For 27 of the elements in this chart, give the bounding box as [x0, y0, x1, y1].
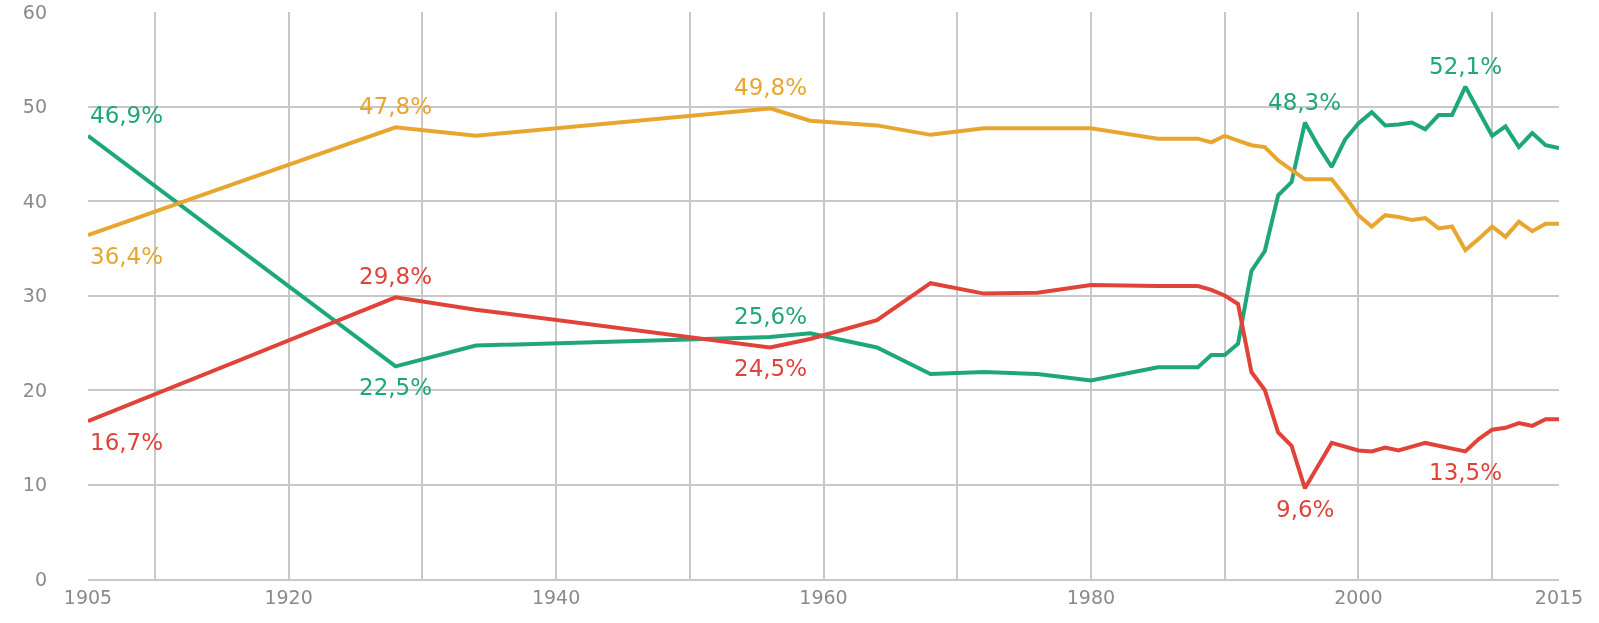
- data-label: 47,8%: [359, 93, 433, 119]
- y-tick-label: 50: [22, 95, 47, 118]
- data-label: 25,6%: [734, 303, 808, 329]
- data-label: 29,8%: [359, 263, 433, 289]
- y-tick-label: 10: [22, 473, 47, 496]
- data-label: 46,9%: [90, 102, 164, 128]
- x-tick-label: 1905: [63, 585, 113, 608]
- y-tick-label: 0: [34, 567, 47, 590]
- data-label: 48,3%: [1268, 89, 1342, 115]
- y-tick-label: 20: [22, 378, 47, 401]
- data-label: 16,7%: [90, 429, 164, 455]
- data-label: 49,8%: [734, 74, 808, 100]
- data-label: 52,1%: [1429, 53, 1503, 79]
- x-tick-label: 1940: [531, 585, 581, 608]
- data-label: 22,5%: [359, 374, 433, 400]
- x-tick-label: 2000: [1334, 585, 1383, 608]
- data-label: 9,6%: [1276, 496, 1335, 522]
- data-label: 13,5%: [1429, 459, 1503, 485]
- x-tick-label: 2015: [1534, 585, 1584, 608]
- x-tick-label: 1980: [1066, 585, 1116, 608]
- y-tick-label: 40: [22, 189, 47, 212]
- x-tick-label: 1920: [264, 585, 313, 608]
- y-tick-label: 60: [22, 0, 47, 23]
- data-label: 24,5%: [734, 355, 808, 381]
- y-tick-label: 30: [22, 284, 47, 307]
- x-tick-label: 1960: [799, 585, 848, 608]
- data-label: 36,4%: [90, 243, 164, 269]
